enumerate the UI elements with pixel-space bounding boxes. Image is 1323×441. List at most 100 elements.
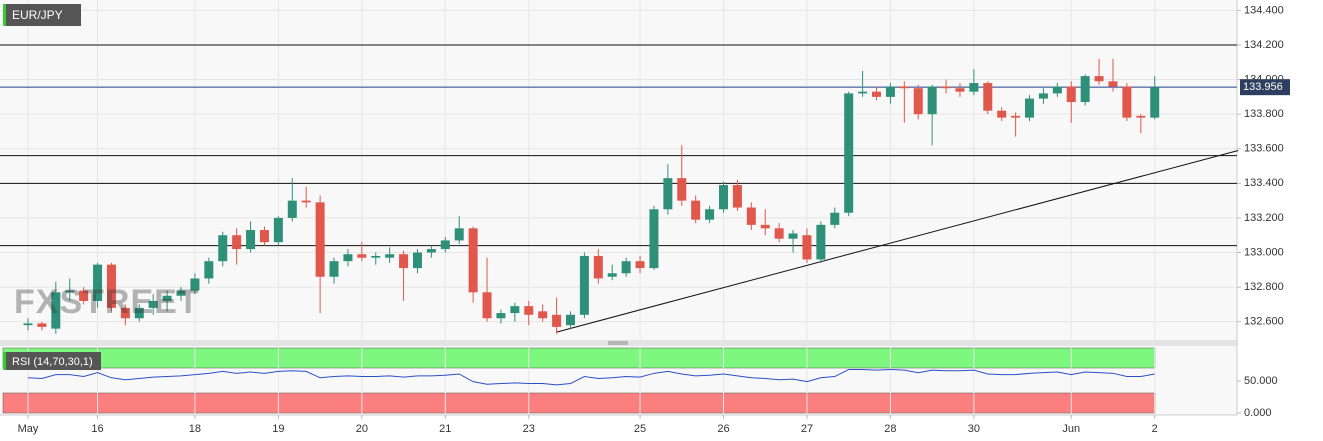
candle-body — [774, 228, 784, 239]
panel-divider[interactable] — [0, 340, 1237, 346]
plot-background — [0, 0, 1237, 340]
candle-body — [844, 93, 854, 213]
candle-body — [371, 255, 381, 258]
candle-body — [301, 200, 311, 203]
candle-body — [287, 200, 297, 218]
trendline — [556, 149, 1239, 333]
rsi-y-tick-label: 0.000 — [1244, 407, 1272, 419]
candle-body — [760, 224, 770, 229]
title-accent — [3, 4, 6, 26]
chart-title: EUR/JPY — [12, 8, 63, 22]
x-tick-label: 26 — [717, 423, 729, 435]
y-tick-label: 132.800 — [1244, 281, 1284, 293]
x-tick-label: Jun — [1062, 423, 1080, 435]
candle-body — [927, 86, 937, 115]
candle-body — [899, 86, 909, 89]
candle-body — [538, 311, 548, 319]
candle-body — [552, 314, 562, 327]
candle-body — [732, 185, 742, 208]
candle-body — [134, 307, 144, 319]
watermark: FXSTREET — [14, 283, 200, 321]
candle-body — [830, 212, 840, 225]
x-tick-label: 19 — [272, 423, 284, 435]
candle-body — [120, 307, 130, 319]
candle-body — [579, 255, 589, 315]
rsi-oversold-band — [2, 392, 1156, 414]
x-tick-label: 18 — [189, 423, 201, 435]
candle-body — [858, 91, 868, 94]
candle-body — [315, 202, 325, 277]
candle-body — [51, 292, 61, 329]
rsi-line — [27, 368, 1155, 386]
x-tick-label: 2 — [1152, 423, 1158, 435]
candle-body — [1136, 115, 1146, 118]
rsi-accent — [3, 352, 6, 370]
candle-body — [941, 86, 951, 89]
candle-body — [399, 254, 409, 269]
candle-body — [218, 235, 228, 262]
candle-body — [1108, 81, 1118, 87]
last-price-tag — [1240, 79, 1290, 96]
y-tick-label: 133.200 — [1244, 212, 1284, 224]
candle-body — [649, 209, 659, 269]
candle-body — [176, 290, 186, 296]
candle-body — [913, 88, 923, 115]
x-tick-label: 21 — [439, 423, 451, 435]
rsi-y-tick-label: 50.000 — [1244, 375, 1278, 387]
y-tick-label: 133.600 — [1244, 143, 1284, 155]
y-tick-label: 133.000 — [1244, 246, 1284, 258]
candle-body — [246, 230, 256, 250]
candle-body — [412, 252, 422, 269]
candle-body — [385, 254, 395, 258]
candle-body — [440, 240, 450, 250]
last-price-label: 133.956 — [1243, 81, 1283, 93]
candle-body — [204, 261, 214, 279]
candle-body — [1150, 87, 1160, 118]
candle-body — [93, 264, 103, 301]
x-tick-label: 16 — [91, 423, 103, 435]
candle-body — [997, 110, 1007, 118]
candle-body — [593, 255, 603, 279]
candle-body — [329, 261, 339, 277]
candle-body — [816, 224, 826, 260]
x-tick-label: 20 — [356, 423, 368, 435]
candle-body — [468, 228, 478, 293]
candle-body — [983, 83, 993, 111]
x-tick-label: May — [18, 423, 39, 435]
candle-body — [1066, 86, 1076, 103]
rsi-label: RSI (14,70,30,1) — [12, 356, 93, 368]
candle-body — [677, 178, 687, 201]
candle-body — [872, 91, 882, 97]
candle-body — [607, 273, 617, 277]
candle-body — [663, 178, 673, 210]
candle-body — [1122, 86, 1132, 118]
candle-body — [23, 323, 33, 326]
candle-body — [788, 233, 798, 239]
y-tick-label: 133.800 — [1244, 108, 1284, 120]
x-tick-label: 28 — [884, 423, 896, 435]
rsi-label-box[interactable] — [3, 352, 101, 370]
candle-body — [482, 292, 492, 319]
candle-body — [691, 200, 701, 220]
candle-body — [621, 261, 631, 274]
candle-body — [746, 207, 756, 225]
y-tick-label: 134.200 — [1244, 39, 1284, 51]
candle-body — [1011, 115, 1021, 118]
candle-body — [426, 249, 436, 253]
y-tick-label: 133.400 — [1244, 177, 1284, 189]
candle-body — [510, 306, 520, 314]
candle-body — [635, 261, 645, 269]
candle-body — [343, 254, 353, 262]
candle-body — [273, 217, 283, 243]
candle-body — [259, 230, 269, 243]
x-tick-label: 25 — [634, 423, 646, 435]
candle-body — [885, 86, 895, 97]
y-tick-label: 134.400 — [1244, 4, 1284, 16]
candle-body — [969, 83, 979, 92]
x-tick-label: 27 — [801, 423, 813, 435]
title-box[interactable] — [3, 4, 81, 26]
candle-body — [79, 290, 89, 301]
candle-body — [454, 228, 464, 241]
candle-body — [357, 254, 367, 258]
